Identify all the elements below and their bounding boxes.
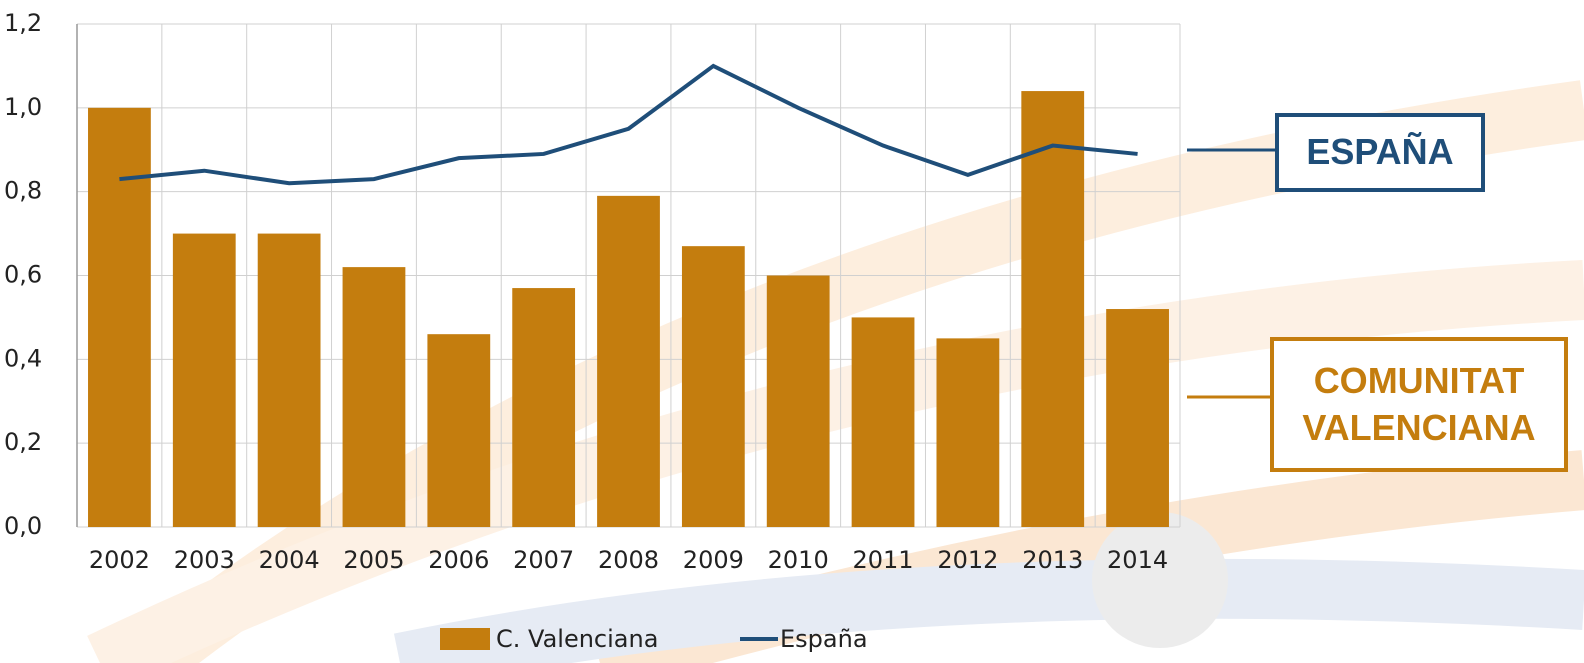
- y-tick-label: 0,0: [4, 512, 42, 540]
- bar: [936, 338, 1000, 527]
- bar: [342, 267, 406, 527]
- x-tick-label: 2014: [1107, 546, 1168, 574]
- bar: [172, 233, 236, 528]
- annotation-comunitat: COMUNITAT VALENCIANA: [1270, 337, 1568, 472]
- legend-swatch: [440, 628, 490, 650]
- bar: [766, 275, 830, 527]
- bar: [1106, 309, 1169, 527]
- bar: [851, 317, 915, 527]
- legend-label: España: [780, 625, 868, 653]
- bar: [88, 107, 151, 527]
- x-tick-label: 2003: [174, 546, 235, 574]
- x-tick-label: 2009: [683, 546, 744, 574]
- bar: [681, 246, 745, 528]
- bar: [512, 288, 576, 527]
- line: [119, 63, 1138, 186]
- bar: [257, 233, 321, 528]
- x-tick-label: 2004: [259, 546, 320, 574]
- bar: [427, 334, 491, 527]
- bar: [597, 195, 660, 527]
- legend-label: C. Valenciana: [496, 625, 658, 653]
- y-tick-label: 0,6: [4, 261, 42, 289]
- y-tick-label: 0,2: [4, 428, 42, 456]
- x-tick-label: 2010: [768, 546, 829, 574]
- x-tick-label: 2008: [598, 546, 659, 574]
- x-tick-label: 2011: [852, 546, 913, 574]
- x-tick-label: 2006: [428, 546, 489, 574]
- x-tick-label: 2007: [513, 546, 574, 574]
- y-tick-label: 0,4: [4, 344, 42, 372]
- x-tick-label: 2013: [1022, 546, 1083, 574]
- bar: [1021, 91, 1085, 528]
- y-tick-label: 1,0: [4, 93, 42, 121]
- x-tick-label: 2002: [89, 546, 150, 574]
- y-tick-label: 1,2: [4, 9, 42, 37]
- x-tick-label: 2012: [937, 546, 998, 574]
- y-tick-label: 0,8: [4, 177, 42, 205]
- annotation-espana: ESPAÑA: [1275, 113, 1485, 192]
- x-tick-label: 2005: [343, 546, 404, 574]
